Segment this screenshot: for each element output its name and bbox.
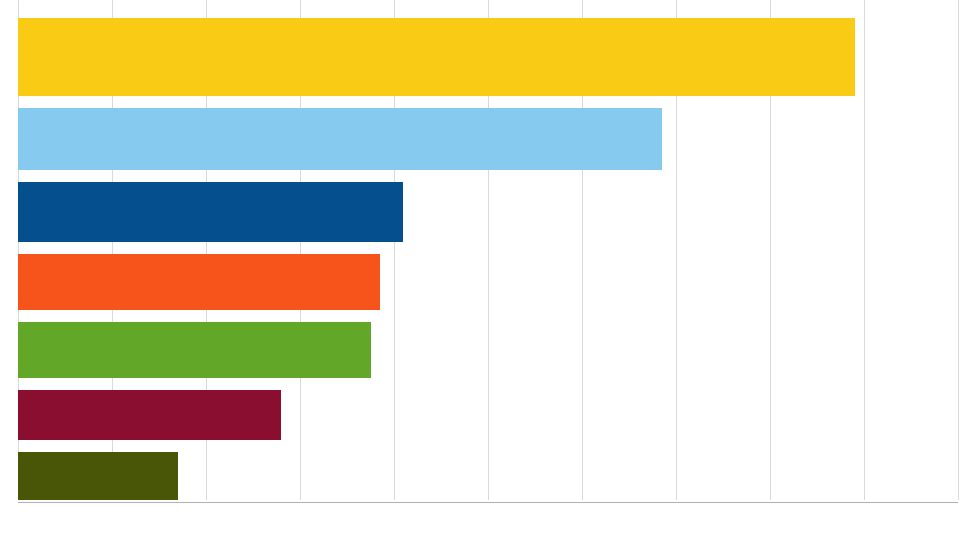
chart-container bbox=[18, 0, 958, 540]
bar-1 bbox=[18, 18, 855, 96]
bar-3 bbox=[18, 182, 403, 242]
plot-area bbox=[18, 0, 958, 500]
x-axis bbox=[18, 502, 958, 503]
bar-6 bbox=[18, 390, 281, 440]
bar-7 bbox=[18, 452, 178, 500]
bar-4 bbox=[18, 254, 380, 310]
bar-5 bbox=[18, 322, 371, 378]
bar-2 bbox=[18, 108, 662, 170]
bars-group bbox=[18, 0, 958, 500]
gridline bbox=[958, 0, 959, 500]
